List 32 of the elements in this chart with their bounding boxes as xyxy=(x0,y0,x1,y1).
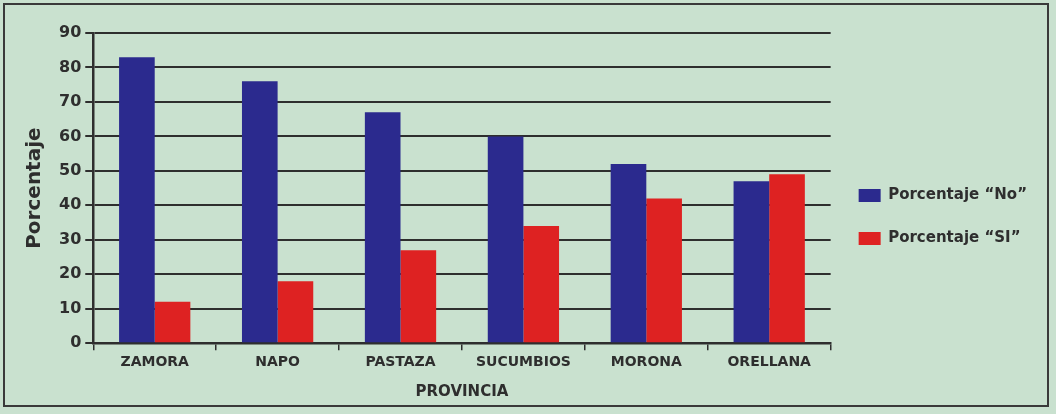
bar xyxy=(523,226,560,343)
x-tick-label: SUCUMBIOS xyxy=(475,353,571,370)
y-tick-label: 70 xyxy=(59,91,82,111)
x-tick-label: PASTAZA xyxy=(365,353,436,370)
y-tick-label: 10 xyxy=(59,297,82,317)
y-tick-label: 80 xyxy=(59,56,82,76)
bar xyxy=(769,174,805,343)
y-tick-label: 90 xyxy=(59,22,82,42)
x-tick-label: ORELLANA xyxy=(727,353,812,370)
y-tick-label: 60 xyxy=(59,125,82,145)
x-axis-title: PROVINCIA xyxy=(415,381,509,400)
y-tick-label: 40 xyxy=(59,194,82,214)
y-axis-title: Porcentaje xyxy=(21,127,46,249)
bar xyxy=(154,301,191,343)
legend-label: Porcentaje “SI” xyxy=(888,228,1021,247)
bar xyxy=(400,250,437,343)
y-tick-label: 30 xyxy=(59,228,82,248)
bar xyxy=(487,136,524,343)
bar xyxy=(241,81,278,343)
bar xyxy=(610,163,647,343)
bar xyxy=(277,281,314,343)
legend-label: Porcentaje “No” xyxy=(888,185,1028,204)
bar xyxy=(119,57,155,343)
y-tick-label: 0 xyxy=(70,332,82,352)
x-tick-label: NAPO xyxy=(255,353,301,370)
y-tick-label: 50 xyxy=(59,160,82,180)
bar xyxy=(646,198,682,343)
y-tick-label: 20 xyxy=(59,263,82,283)
bar xyxy=(364,112,401,343)
x-tick-label: MORONA xyxy=(610,353,682,370)
bar xyxy=(733,181,770,343)
x-tick-label: ZAMORA xyxy=(120,353,190,370)
